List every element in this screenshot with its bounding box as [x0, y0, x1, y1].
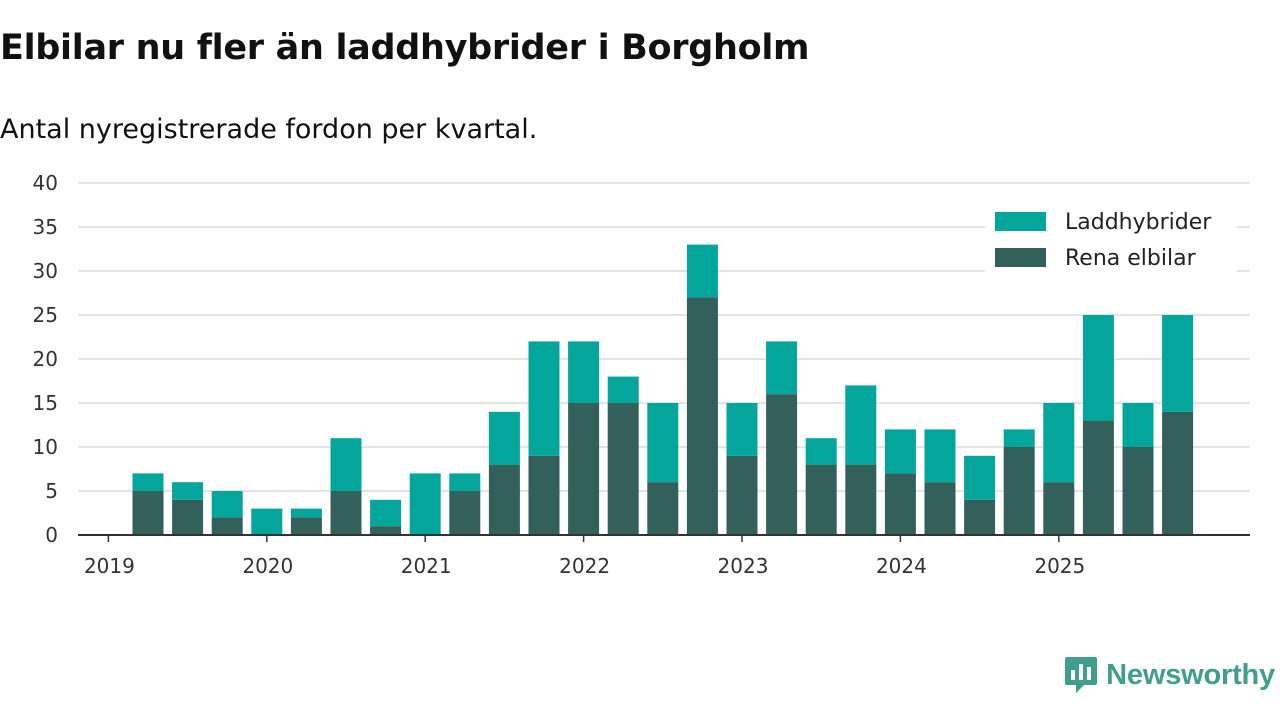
bar-laddhybrider	[924, 429, 956, 483]
bar-rena-elbilar	[647, 482, 679, 535]
bar-laddhybrider	[211, 491, 243, 518]
x-tick-label: 2025	[1034, 554, 1085, 578]
newsworthy-logo-icon	[1065, 657, 1098, 693]
bar-rena-elbilar	[964, 499, 996, 535]
x-axis: 2019 2020 2021 2022 2023 2024 2025	[78, 534, 1250, 578]
bar-rena-elbilar	[528, 455, 560, 535]
bar-rena-elbilar	[726, 455, 758, 535]
bar-laddhybrider	[726, 403, 758, 456]
legend-swatch	[995, 248, 1046, 267]
bar-rena-elbilar	[488, 464, 520, 535]
legend: Laddhybrider Rena elbilar	[985, 198, 1237, 282]
bar-laddhybrider	[607, 376, 639, 403]
bar-rena-elbilar	[1003, 447, 1035, 535]
x-tick-label: 2023	[718, 554, 769, 578]
y-tick-label: 40	[33, 171, 58, 195]
bar-rena-elbilar	[1162, 411, 1194, 535]
bar-laddhybrider	[528, 341, 560, 456]
y-tick-label: 5	[45, 479, 58, 503]
bar-rena-elbilar	[766, 394, 798, 535]
bar-rena-elbilar	[805, 464, 837, 535]
x-tick-label: 2022	[559, 554, 610, 578]
chart-subtitle: Antal nyregistrerade fordon per kvartal.	[0, 114, 538, 145]
bar-rena-elbilar	[1122, 447, 1154, 535]
y-tick-label: 25	[33, 303, 58, 327]
bar-rena-elbilar	[686, 297, 718, 535]
bar-laddhybrider	[132, 473, 164, 491]
bar-laddhybrider	[1162, 315, 1194, 412]
y-tick-label: 0	[45, 523, 58, 547]
bar-rena-elbilar	[370, 526, 402, 535]
bar-rena-elbilar	[449, 491, 481, 535]
bar-laddhybrider	[1043, 403, 1075, 483]
bar-laddhybrider	[449, 473, 481, 491]
bars	[132, 244, 1194, 535]
x-tick-label: 2020	[242, 554, 293, 578]
bar-rena-elbilar	[211, 517, 243, 535]
bar-rena-elbilar	[1082, 420, 1114, 535]
bar-laddhybrider	[290, 508, 322, 518]
x-tick-label: 2024	[876, 554, 927, 578]
bar-laddhybrider	[1003, 429, 1035, 447]
bar-laddhybrider	[1122, 403, 1154, 447]
bar-rena-elbilar	[330, 491, 362, 535]
bar-rena-elbilar	[172, 499, 204, 535]
brand-name: Newsworthy	[1106, 658, 1275, 691]
bar-laddhybrider	[766, 341, 798, 395]
chart-title: Elbilar nu fler än laddhybrider i Borgho…	[0, 28, 810, 68]
bar-laddhybrider	[805, 438, 837, 465]
bar-rena-elbilar	[568, 403, 600, 535]
bar-laddhybrider	[686, 244, 718, 298]
bar-laddhybrider	[568, 341, 600, 403]
brand-logo: Newsworthy	[1064, 654, 1275, 696]
bar-laddhybrider	[409, 473, 441, 535]
bar-rena-elbilar	[132, 491, 164, 535]
y-tick-label: 10	[33, 435, 58, 459]
bar-laddhybrider	[1082, 315, 1114, 421]
y-tick-label: 20	[33, 347, 58, 371]
y-axis-ticks: 0 5 10 15 20 25 30 35 40	[33, 171, 58, 547]
bar-laddhybrider	[172, 482, 204, 500]
legend-swatch	[995, 212, 1046, 231]
x-tick-label: 2019	[84, 554, 135, 578]
bar-rena-elbilar	[924, 482, 956, 535]
bar-laddhybrider	[251, 508, 283, 535]
bar-rena-elbilar	[884, 473, 916, 535]
bar-laddhybrider	[488, 411, 520, 465]
legend-label: Rena elbilar	[1065, 246, 1197, 271]
bar-laddhybrider	[884, 429, 916, 474]
bar-rena-elbilar	[607, 403, 639, 535]
bar-rena-elbilar	[845, 464, 877, 535]
bar-laddhybrider	[647, 403, 679, 483]
bar-laddhybrider	[370, 499, 402, 527]
bar-laddhybrider	[330, 438, 362, 491]
y-tick-label: 15	[33, 391, 58, 415]
legend-label: Laddhybrider	[1065, 210, 1212, 235]
bar-rena-elbilar	[1043, 482, 1075, 535]
bar-laddhybrider	[964, 455, 996, 500]
y-tick-label: 35	[33, 215, 58, 239]
bar-laddhybrider	[845, 385, 877, 465]
y-tick-label: 30	[33, 259, 58, 283]
x-tick-label: 2021	[401, 554, 452, 578]
bar-rena-elbilar	[290, 517, 322, 535]
